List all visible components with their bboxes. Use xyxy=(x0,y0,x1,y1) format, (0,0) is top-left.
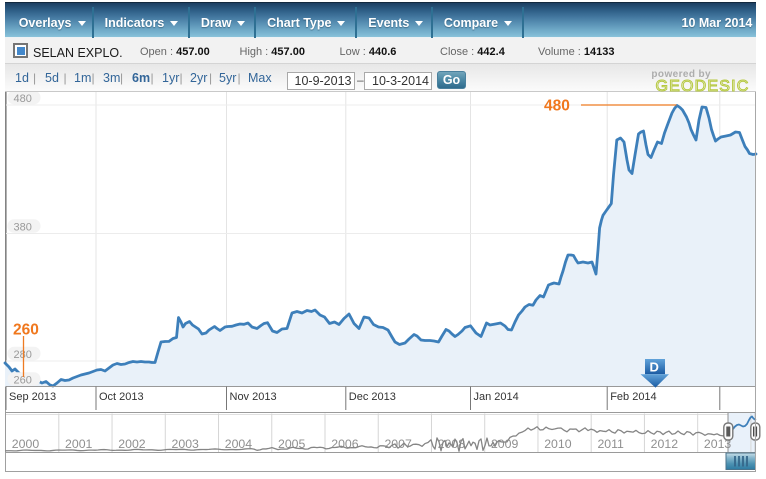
svg-text:2000: 2000 xyxy=(12,437,40,451)
svg-text:2009: 2009 xyxy=(491,437,519,451)
svg-text:D: D xyxy=(650,360,659,375)
svg-text:280: 280 xyxy=(14,349,32,361)
svg-text:2002: 2002 xyxy=(118,437,146,451)
svg-text:Nov 2013: Nov 2013 xyxy=(230,391,277,403)
svg-text:2003: 2003 xyxy=(172,437,200,451)
svg-text:2001: 2001 xyxy=(65,437,93,451)
svg-text:2012: 2012 xyxy=(651,437,679,451)
svg-text:Sep 2013: Sep 2013 xyxy=(9,391,56,403)
svg-text:2006: 2006 xyxy=(331,437,359,451)
svg-text:2007: 2007 xyxy=(384,437,412,451)
svg-text:260: 260 xyxy=(13,322,39,339)
svg-text:Feb 2014: Feb 2014 xyxy=(610,391,656,403)
svg-text:2005: 2005 xyxy=(278,437,306,451)
svg-text:2013: 2013 xyxy=(704,437,732,451)
svg-text:2010: 2010 xyxy=(544,437,572,451)
svg-text:2004: 2004 xyxy=(225,437,253,451)
svg-text:480: 480 xyxy=(544,98,570,115)
svg-text:Oct 2013: Oct 2013 xyxy=(99,391,144,403)
svg-text:2011: 2011 xyxy=(597,437,624,451)
svg-text:380: 380 xyxy=(14,221,32,233)
svg-text:Jan 2014: Jan 2014 xyxy=(474,391,519,403)
svg-text:260: 260 xyxy=(14,374,32,386)
svg-text:480: 480 xyxy=(14,93,32,105)
svg-text:Dec 2013: Dec 2013 xyxy=(349,391,396,403)
svg-text:GEODESIC: GEODESIC xyxy=(655,78,749,95)
